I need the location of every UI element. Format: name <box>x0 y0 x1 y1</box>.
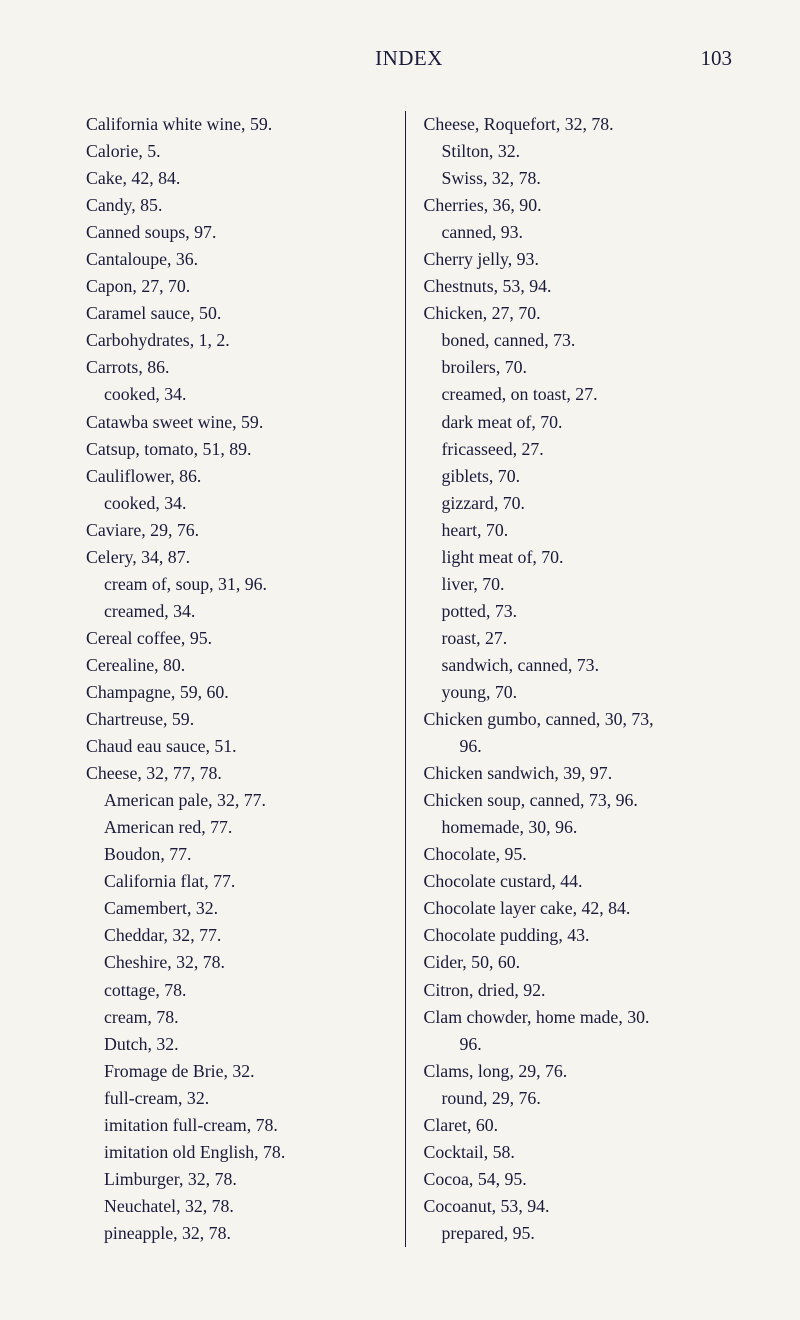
index-entry: 96. <box>424 733 733 760</box>
page-header: INDEX 103 <box>86 46 732 71</box>
index-entry: potted, 73. <box>424 598 733 625</box>
left-column: California white wine, 59.Calorie, 5.Cak… <box>86 111 406 1247</box>
header-title: INDEX <box>375 46 443 71</box>
index-entry: Limburger, 32, 78. <box>86 1166 395 1193</box>
index-entry: Chestnuts, 53, 94. <box>424 273 733 300</box>
index-entry: broilers, 70. <box>424 354 733 381</box>
index-entry: cottage, 78. <box>86 977 395 1004</box>
index-entry: Neuchatel, 32, 78. <box>86 1193 395 1220</box>
index-entry: Cake, 42, 84. <box>86 165 395 192</box>
index-entry: Chicken gumbo, canned, 30, 73, <box>424 706 733 733</box>
index-entry: gizzard, 70. <box>424 490 733 517</box>
index-entry: Carrots, 86. <box>86 354 395 381</box>
index-entry: Calorie, 5. <box>86 138 395 165</box>
index-entry: Cheddar, 32, 77. <box>86 922 395 949</box>
index-entry: Dutch, 32. <box>86 1031 395 1058</box>
index-entry: Chocolate custard, 44. <box>424 868 733 895</box>
index-entry: Citron, dried, 92. <box>424 977 733 1004</box>
index-entry: canned, 93. <box>424 219 733 246</box>
index-entry: liver, 70. <box>424 571 733 598</box>
index-entry: 96. <box>424 1031 733 1058</box>
index-entry: Chocolate pudding, 43. <box>424 922 733 949</box>
index-entry: Boudon, 77. <box>86 841 395 868</box>
index-entry: imitation full-cream, 78. <box>86 1112 395 1139</box>
index-entry: creamed, on toast, 27. <box>424 381 733 408</box>
index-entry: full-cream, 32. <box>86 1085 395 1112</box>
index-entry: Claret, 60. <box>424 1112 733 1139</box>
index-entry: cooked, 34. <box>86 490 395 517</box>
index-entry: Cocoanut, 53, 94. <box>424 1193 733 1220</box>
right-column: Cheese, Roquefort, 32, 78.Stilton, 32.Sw… <box>406 111 733 1247</box>
index-entry: creamed, 34. <box>86 598 395 625</box>
index-entry: pineapple, 32, 78. <box>86 1220 395 1247</box>
index-entry: roast, 27. <box>424 625 733 652</box>
index-entry: Chartreuse, 59. <box>86 706 395 733</box>
index-entry: dark meat of, 70. <box>424 409 733 436</box>
index-entry: Stilton, 32. <box>424 138 733 165</box>
index-entry: Cocoa, 54, 95. <box>424 1166 733 1193</box>
index-entry: Clams, long, 29, 76. <box>424 1058 733 1085</box>
index-entry: Cauliflower, 86. <box>86 463 395 490</box>
index-entry: cream of, soup, 31, 96. <box>86 571 395 598</box>
index-entry: fricasseed, 27. <box>424 436 733 463</box>
index-entry: homemade, 30, 96. <box>424 814 733 841</box>
index-entry: Champagne, 59, 60. <box>86 679 395 706</box>
index-entry: Chocolate, 95. <box>424 841 733 868</box>
index-entry: Caramel sauce, 50. <box>86 300 395 327</box>
page-number: 103 <box>701 46 733 71</box>
index-entry: Cheese, 32, 77, 78. <box>86 760 395 787</box>
index-entry: Fromage de Brie, 32. <box>86 1058 395 1085</box>
index-entry: round, 29, 76. <box>424 1085 733 1112</box>
index-entry: Chicken sandwich, 39, 97. <box>424 760 733 787</box>
index-entry: Chocolate layer cake, 42, 84. <box>424 895 733 922</box>
index-entry: boned, canned, 73. <box>424 327 733 354</box>
index-entry: Cereal coffee, 95. <box>86 625 395 652</box>
index-entry: Cider, 50, 60. <box>424 949 733 976</box>
index-entry: cream, 78. <box>86 1004 395 1031</box>
index-entry: Cocktail, 58. <box>424 1139 733 1166</box>
index-entry: sandwich, canned, 73. <box>424 652 733 679</box>
index-entry: Capon, 27, 70. <box>86 273 395 300</box>
index-entry: Cerealine, 80. <box>86 652 395 679</box>
index-entry: Chicken soup, canned, 73, 96. <box>424 787 733 814</box>
index-entry: Celery, 34, 87. <box>86 544 395 571</box>
index-entry: Chaud eau sauce, 51. <box>86 733 395 760</box>
index-entry: heart, 70. <box>424 517 733 544</box>
index-entry: Chicken, 27, 70. <box>424 300 733 327</box>
index-entry: Candy, 85. <box>86 192 395 219</box>
index-entry: California flat, 77. <box>86 868 395 895</box>
index-entry: Cherries, 36, 90. <box>424 192 733 219</box>
index-entry: Camembert, 32. <box>86 895 395 922</box>
index-entry: California white wine, 59. <box>86 111 395 138</box>
index-entry: American red, 77. <box>86 814 395 841</box>
index-entry: prepared, 95. <box>424 1220 733 1247</box>
index-entry: Canned soups, 97. <box>86 219 395 246</box>
index-entry: Carbohydrates, 1, 2. <box>86 327 395 354</box>
index-columns: California white wine, 59.Calorie, 5.Cak… <box>86 111 732 1247</box>
index-entry: Cherry jelly, 93. <box>424 246 733 273</box>
index-entry: Cantaloupe, 36. <box>86 246 395 273</box>
index-entry: young, 70. <box>424 679 733 706</box>
index-entry: imitation old English, 78. <box>86 1139 395 1166</box>
index-entry: Clam chowder, home made, 30. <box>424 1004 733 1031</box>
index-entry: Catawba sweet wine, 59. <box>86 409 395 436</box>
index-page: INDEX 103 California white wine, 59.Calo… <box>0 0 800 1297</box>
index-entry: Swiss, 32, 78. <box>424 165 733 192</box>
index-entry: Cheshire, 32, 78. <box>86 949 395 976</box>
index-entry: light meat of, 70. <box>424 544 733 571</box>
index-entry: American pale, 32, 77. <box>86 787 395 814</box>
index-entry: Caviare, 29, 76. <box>86 517 395 544</box>
index-entry: Cheese, Roquefort, 32, 78. <box>424 111 733 138</box>
index-entry: Catsup, tomato, 51, 89. <box>86 436 395 463</box>
index-entry: giblets, 70. <box>424 463 733 490</box>
index-entry: cooked, 34. <box>86 381 395 408</box>
